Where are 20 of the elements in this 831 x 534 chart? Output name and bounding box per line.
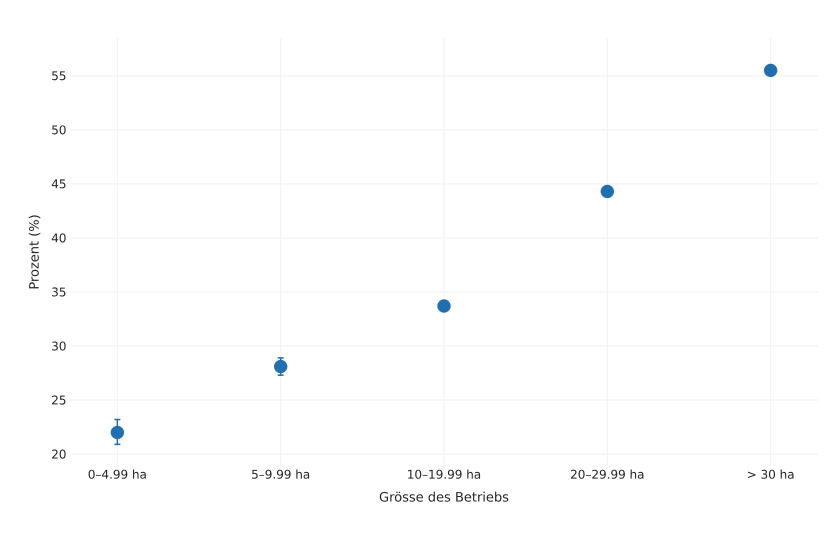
x-tick-label: > 30 ha [748,470,794,479]
y-tick-label: 55 [52,71,66,80]
y-tick-label: 45 [52,179,66,188]
point [600,184,614,198]
x-tick-label: 10–19.99 ha [408,470,480,479]
point [437,299,451,313]
x-axis-title: Grösse des Betriebs [380,492,508,502]
point [110,426,124,440]
y-tick-label: 50 [52,125,66,134]
y-tick-label: 25 [52,396,66,405]
point [764,64,778,78]
y-axis-title: Prozent (%) [28,215,40,288]
x-tick-label: 0–4.99 ha [88,470,146,479]
x-tick-label: 5–9.99 ha [252,470,310,479]
point [274,360,288,374]
y-tick-label: 40 [52,233,66,242]
y-tick-label: 35 [52,287,66,297]
y-tick-label: 30 [52,341,66,351]
x-tick-label: 20–29.99 ha [571,470,644,479]
y-tick-label: 20 [52,450,66,459]
